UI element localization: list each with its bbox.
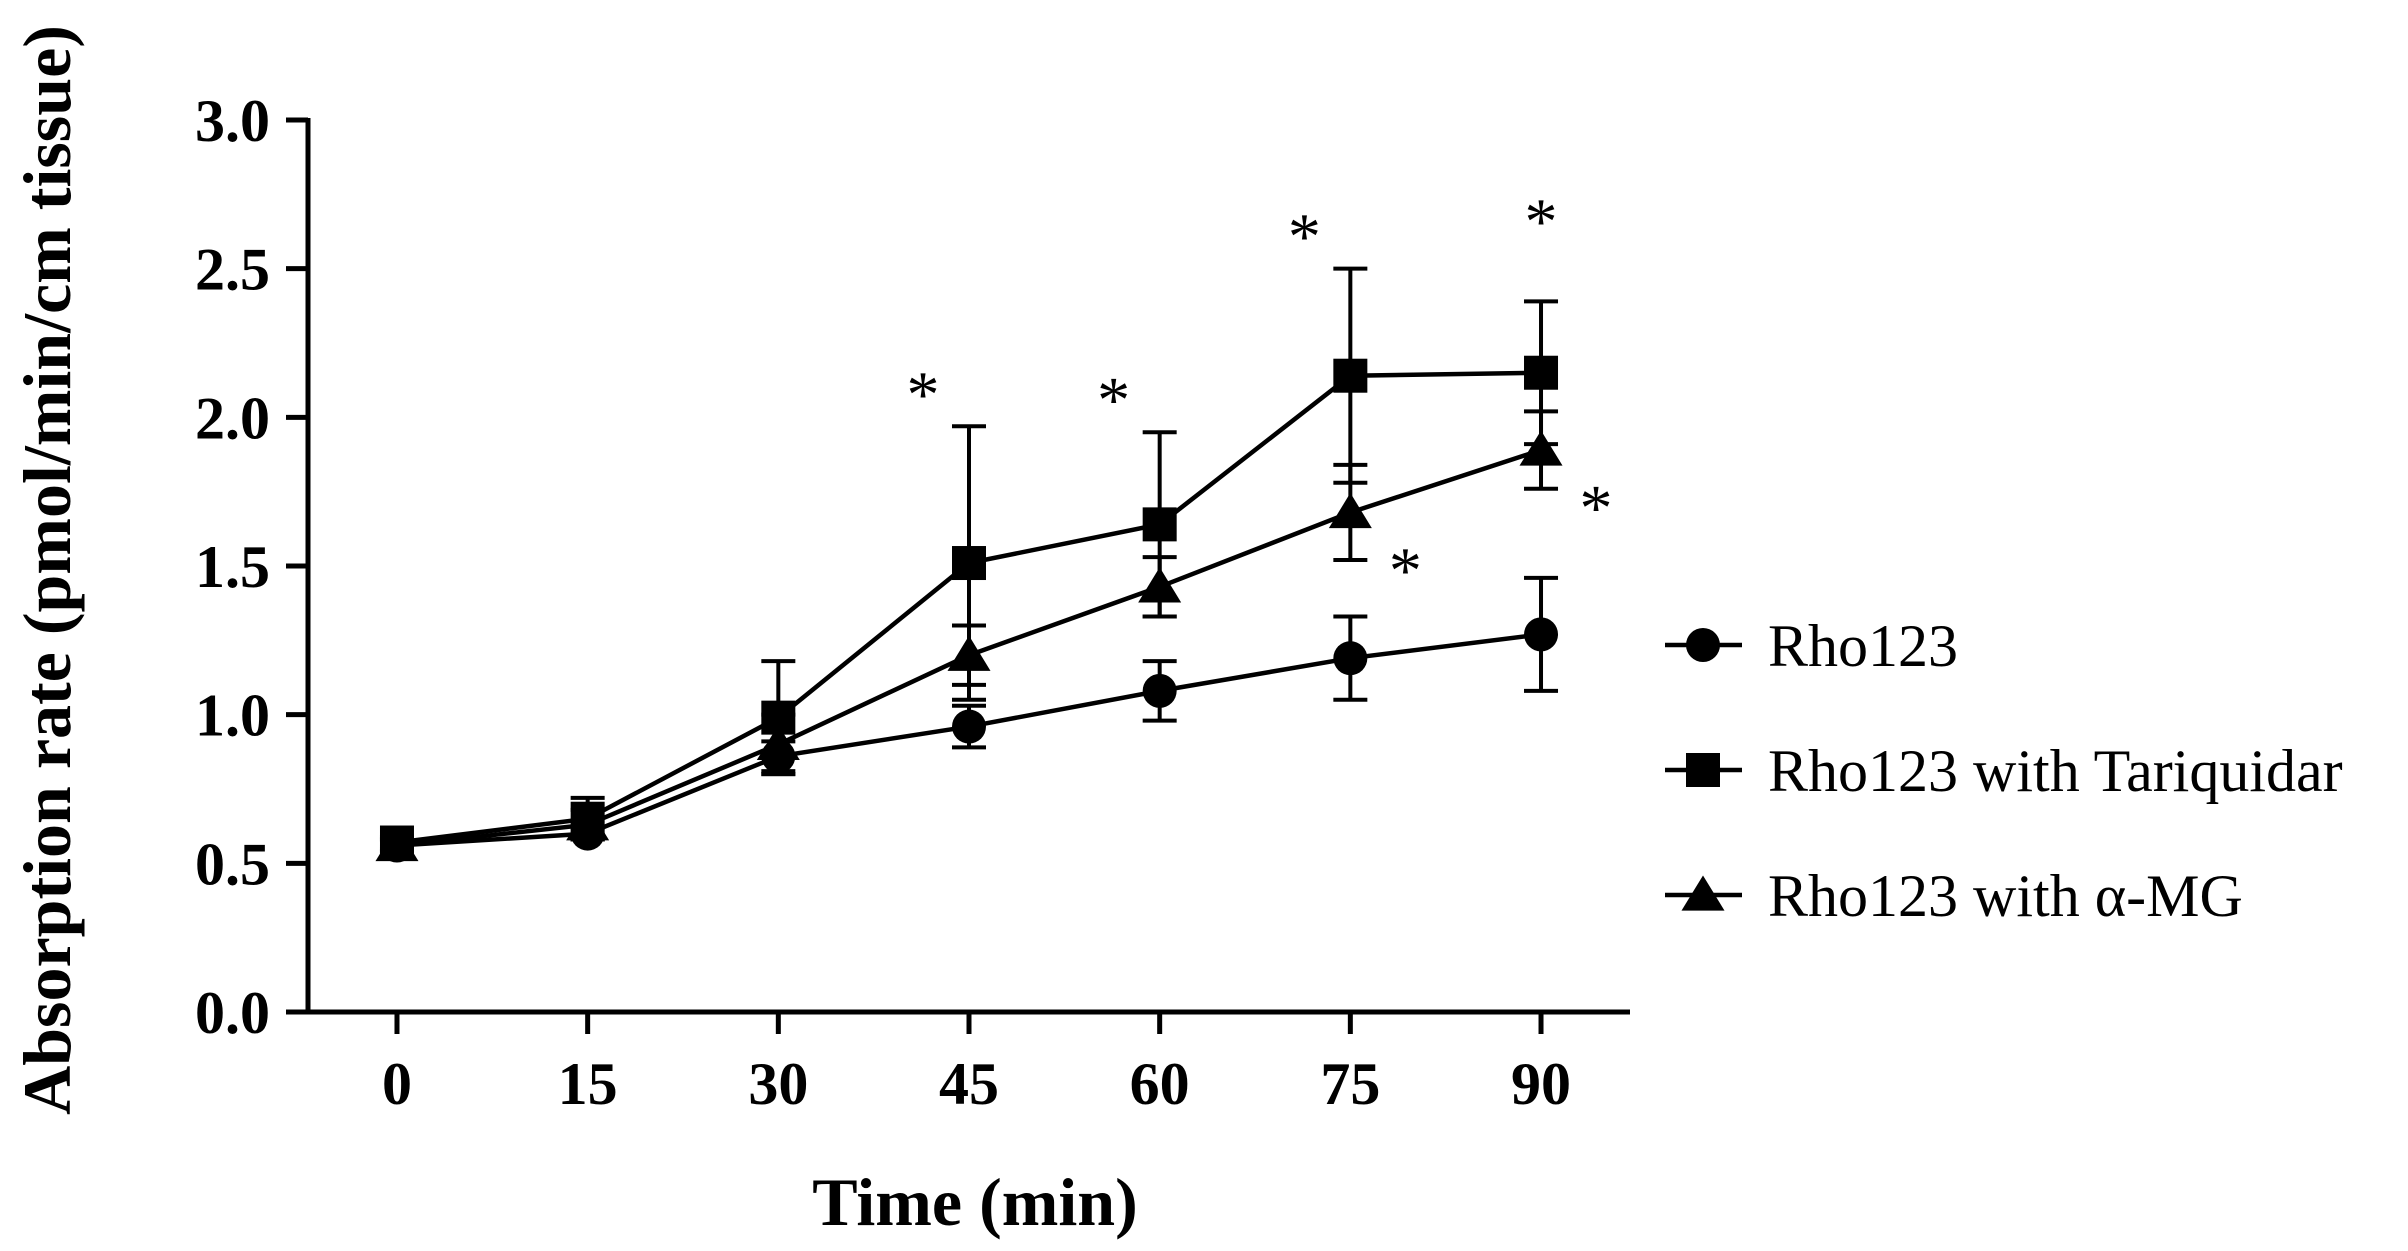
series-layer <box>375 266 1563 863</box>
legend: Rho123 Rho123 with Tariquidar Rho123 with … <box>1665 613 2343 929</box>
x-tick-label: 15 <box>558 1051 618 1117</box>
y-tick-label: 2.0 <box>195 385 270 451</box>
data-point-triangle <box>1519 430 1563 466</box>
x-axis-title: Time (min) <box>812 1164 1138 1240</box>
data-point-square <box>1524 355 1559 390</box>
x-tick-label: 45 <box>939 1051 999 1117</box>
data-point-square <box>1333 358 1368 393</box>
x-tick-label: 75 <box>1320 1051 1380 1117</box>
y-axis-ticks: 0.0 0.5 1.0 1.5 2.0 2.5 3.0 <box>195 88 308 1046</box>
y-tick-label: 3.0 <box>195 88 270 154</box>
significance-asterisk: * <box>1288 201 1321 274</box>
y-tick-label: 1.5 <box>195 534 270 600</box>
x-axis-ticks: 0 15 30 45 60 75 90 <box>382 1012 1571 1117</box>
legend-marker-circle <box>1686 628 1720 662</box>
data-point-triangle <box>1328 492 1372 529</box>
y-tick-label: 0.5 <box>195 831 270 897</box>
x-tick-label: 30 <box>748 1051 808 1117</box>
legend-item-square: Rho123 with Tariquidar <box>1665 738 2343 804</box>
data-point-circle <box>1524 617 1559 652</box>
significance-asterisk: * <box>1097 364 1130 437</box>
legend-marker-square <box>1686 753 1720 787</box>
data-point-square <box>1142 507 1177 542</box>
legend-label: Rho123 with Tariquidar <box>1768 738 2343 804</box>
legend-label: Rho123 with α-MG <box>1768 863 2243 929</box>
data-point-circle <box>952 709 986 744</box>
y-tick-label: 1.0 <box>195 683 270 749</box>
x-tick-label: 60 <box>1130 1051 1190 1117</box>
significance-asterisk: * <box>1389 534 1422 607</box>
series-square <box>379 266 1559 860</box>
data-point-triangle <box>566 805 610 841</box>
legend-item-triangle: Rho123 with α-MG <box>1665 863 2243 929</box>
legend-label: Rho123 <box>1768 613 1958 679</box>
y-tick-label: 2.5 <box>195 237 270 303</box>
x-tick-label: 0 <box>382 1051 412 1117</box>
significance-asterisk: * <box>1525 185 1558 258</box>
y-tick-label: 0.0 <box>195 980 270 1046</box>
significance-asterisk: * <box>1580 472 1613 545</box>
legend-marker-triangle <box>1681 875 1725 911</box>
data-point-triangle <box>756 724 800 761</box>
data-point-triangle <box>1138 567 1182 603</box>
significance-annotations: * * * * * * <box>907 185 1613 607</box>
data-point-square <box>952 546 986 581</box>
series-triangle <box>375 409 1563 862</box>
data-point-triangle <box>947 635 991 671</box>
data-point-triangle <box>375 825 419 862</box>
x-tick-label: 90 <box>1511 1051 1571 1117</box>
data-point-circle <box>1333 641 1368 676</box>
legend-item-circle: Rho123 <box>1665 613 1958 679</box>
y-axis-title: Absorption rate (pmol/min/cm tissue) <box>9 25 85 1115</box>
significance-asterisk: * <box>907 358 940 431</box>
data-point-circle <box>1142 673 1177 708</box>
